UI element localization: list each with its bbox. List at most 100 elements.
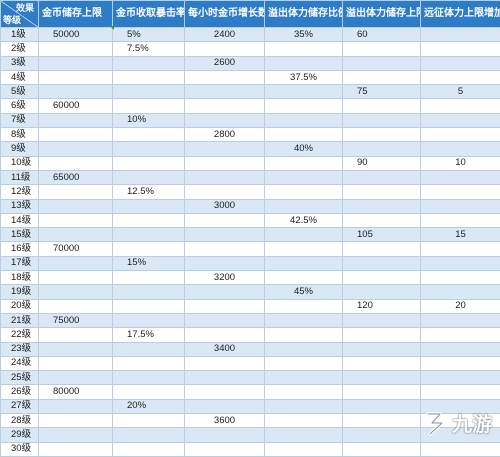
- gold-cap-cell: [39, 199, 113, 213]
- overflow-cap-cell: [343, 285, 421, 299]
- overflow-ratio-cell: [265, 256, 343, 270]
- gold-cap-cell: [39, 42, 113, 56]
- overflow-cap-cell: [343, 185, 421, 199]
- overflow-cap-cell: [343, 371, 421, 385]
- gold-per-hour-cell: [185, 299, 265, 313]
- gold-cap-cell: [39, 56, 113, 70]
- gold-cap-cell: 60000: [39, 99, 113, 113]
- overflow-cap-cell: [343, 414, 421, 428]
- level-cell: 9级: [1, 142, 39, 156]
- overflow-cap-cell: [343, 213, 421, 227]
- overflow-ratio-cell: [265, 414, 343, 428]
- level-cell: 27级: [1, 399, 39, 413]
- overflow-cap-cell: [343, 142, 421, 156]
- overflow-ratio-cell: [265, 313, 343, 327]
- header-gold-cap: 金币储存上限: [39, 1, 113, 28]
- expedition-stamina-cell: [421, 28, 500, 42]
- overflow-cap-cell: 105: [343, 228, 421, 242]
- overflow-cap-cell: [343, 113, 421, 127]
- header-expedition-stamina: 远征体力上限增加: [421, 1, 500, 28]
- overflow-cap-cell: [343, 42, 421, 56]
- crit-rate-cell: [113, 85, 185, 99]
- overflow-ratio-cell: [265, 185, 343, 199]
- expedition-stamina-cell: [421, 371, 500, 385]
- crit-rate-cell: 17.5%: [113, 328, 185, 342]
- gold-per-hour-cell: [185, 85, 265, 99]
- gold-per-hour-cell: [185, 313, 265, 327]
- overflow-ratio-cell: [265, 299, 343, 313]
- crit-rate-cell: [113, 199, 185, 213]
- level-cell: 1级: [1, 28, 39, 42]
- expedition-stamina-cell: [421, 356, 500, 370]
- overflow-cap-cell: [343, 342, 421, 356]
- level-cell: 25级: [1, 371, 39, 385]
- crit-rate-cell: [113, 414, 185, 428]
- header-overflow-cap: 溢出体力储存上限: [343, 1, 421, 28]
- expedition-stamina-cell: [421, 99, 500, 113]
- expedition-stamina-cell: 10: [421, 156, 500, 170]
- gold-cap-cell: [39, 185, 113, 199]
- table-row: 25级: [1, 371, 500, 385]
- gold-per-hour-cell: 2400: [185, 28, 265, 42]
- expedition-stamina-cell: [421, 342, 500, 356]
- expedition-stamina-cell: [421, 285, 500, 299]
- overflow-ratio-cell: 35%: [265, 28, 343, 42]
- gold-cap-cell: 65000: [39, 170, 113, 184]
- expedition-stamina-cell: [421, 242, 500, 256]
- expedition-stamina-cell: [421, 213, 500, 227]
- overflow-ratio-cell: [265, 156, 343, 170]
- overflow-ratio-cell: [265, 385, 343, 399]
- gold-per-hour-cell: [185, 213, 265, 227]
- level-cell: 20级: [1, 299, 39, 313]
- gold-cap-cell: [39, 285, 113, 299]
- gold-per-hour-cell: [185, 70, 265, 84]
- gold-cap-cell: [39, 356, 113, 370]
- overflow-ratio-cell: [265, 242, 343, 256]
- level-cell: 10级: [1, 156, 39, 170]
- corner-top-label: 效果: [16, 2, 34, 14]
- header-gold-per-hour: 每小时金币增长数: [185, 1, 265, 28]
- overflow-cap-cell: [343, 356, 421, 370]
- crit-rate-cell: [113, 156, 185, 170]
- crit-rate-cell: [113, 385, 185, 399]
- overflow-cap-cell: 90: [343, 156, 421, 170]
- level-cell: 29级: [1, 428, 39, 442]
- crit-rate-cell: [113, 128, 185, 142]
- overflow-cap-cell: [343, 199, 421, 213]
- crit-rate-cell: [113, 213, 185, 227]
- expedition-stamina-cell: [421, 442, 500, 456]
- gold-cap-cell: 75000: [39, 313, 113, 327]
- overflow-cap-cell: [343, 242, 421, 256]
- gold-cap-cell: [39, 256, 113, 270]
- gold-cap-cell: 80000: [39, 385, 113, 399]
- expedition-stamina-cell: [421, 113, 500, 127]
- overflow-cap-cell: [343, 428, 421, 442]
- gold-per-hour-cell: 2600: [185, 56, 265, 70]
- expedition-stamina-cell: [421, 56, 500, 70]
- gold-per-hour-cell: [185, 256, 265, 270]
- expedition-stamina-cell: [421, 256, 500, 270]
- overflow-cap-cell: 75: [343, 85, 421, 99]
- overflow-ratio-cell: [265, 328, 343, 342]
- gold-cap-cell: [39, 399, 113, 413]
- crit-rate-cell: [113, 99, 185, 113]
- gold-per-hour-cell: [185, 428, 265, 442]
- gold-cap-cell: [39, 342, 113, 356]
- gold-per-hour-cell: [185, 371, 265, 385]
- overflow-ratio-cell: [265, 170, 343, 184]
- header-crit-rate: 金币收取暴击率: [113, 1, 185, 28]
- expedition-stamina-cell: [421, 142, 500, 156]
- corner-header: 效果 等级: [1, 1, 39, 28]
- level-cell: 14级: [1, 213, 39, 227]
- gold-cap-cell: [39, 85, 113, 99]
- overflow-ratio-cell: [265, 199, 343, 213]
